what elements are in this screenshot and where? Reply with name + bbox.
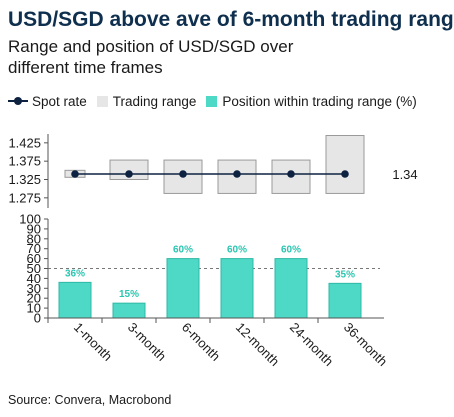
upper-y-tick-label: 1.375: [8, 154, 41, 169]
spot-point-12-month: [233, 170, 241, 178]
chart-area: 1.275 1.325 1.375 1.425 1.34 0102030405060708…: [8, 134, 418, 369]
lower-y-tick-label: 80: [27, 231, 41, 246]
lower-y-tick-label: 30: [27, 281, 41, 296]
lower-y-tick-label: 0: [34, 311, 41, 326]
position-bar-3-month: [112, 302, 146, 319]
chart-subtitle: Range and position of USD/SGD over diffe…: [8, 37, 294, 77]
spot-point-36-month: [341, 170, 349, 178]
spot-value-label: 1.34: [392, 167, 417, 182]
legend-item-position: Position within trading range (%): [206, 93, 417, 109]
x-tick-label: 1-month: [71, 320, 115, 364]
bar-data-label: 35%: [335, 269, 355, 280]
legend-item-spot: Spot rate: [8, 94, 87, 109]
lower-y-tick-label: 50: [27, 261, 41, 276]
source-note: Source: Convera, Macrobond: [8, 393, 172, 407]
spot-point-6-month: [179, 170, 187, 178]
range-bar-36-month: [325, 135, 365, 194]
legend-item-range: Trading range: [96, 93, 197, 109]
lower-y-tick-label: 40: [27, 271, 41, 286]
lower-y-tick-label: 100: [19, 212, 41, 227]
x-tick-label: 36-month: [341, 320, 390, 369]
lower-y-tick-label: 60: [27, 251, 41, 266]
bar-data-label: 15%: [119, 289, 139, 300]
x-tick-label: 12-month: [233, 320, 282, 369]
legend-label-spot: Spot rate: [32, 93, 87, 109]
position-bar-6-month: [166, 258, 200, 319]
lower-y-tick-label: 20: [27, 291, 41, 306]
position-bar-1-month: [58, 281, 92, 319]
bar-data-label: 60%: [173, 245, 193, 256]
spot-point-3-month: [125, 170, 133, 178]
position-bar-36-month: [328, 282, 362, 319]
upper-y-tick-label: 1.325: [8, 172, 41, 187]
lower-y-tick-label: 70: [27, 241, 41, 256]
bar-data-label: 60%: [281, 245, 301, 256]
bar-data-label: 36%: [65, 268, 85, 279]
spot-point-1-month: [71, 170, 79, 178]
range-swatch: [96, 95, 108, 107]
x-tick-label: 3-month: [125, 320, 169, 364]
x-tick-label: 24-month: [287, 320, 336, 369]
legend-label-range: Trading range: [112, 93, 197, 109]
x-tick-label: 6-month: [179, 320, 223, 364]
position-bar-12-month: [220, 258, 254, 319]
position-swatch: [206, 95, 218, 107]
lower-y-tick-label: 90: [27, 221, 41, 236]
legend-label-position: Position within trading range (%): [222, 93, 417, 109]
bar-data-label: 60%: [227, 245, 247, 256]
spot-point-24-month: [287, 170, 295, 178]
upper-y-tick-label: 1.275: [8, 190, 41, 205]
legend: Spot rate Trading range Position within …: [8, 92, 427, 110]
chart-title: USD/SGD above ave of 6-month trading ran…: [8, 8, 454, 31]
upper-y-tick-label: 1.425: [8, 135, 41, 150]
position-bar-24-month: [274, 258, 308, 319]
spot-line-swatch: [8, 95, 28, 107]
lower-y-tick-label: 10: [27, 301, 41, 316]
